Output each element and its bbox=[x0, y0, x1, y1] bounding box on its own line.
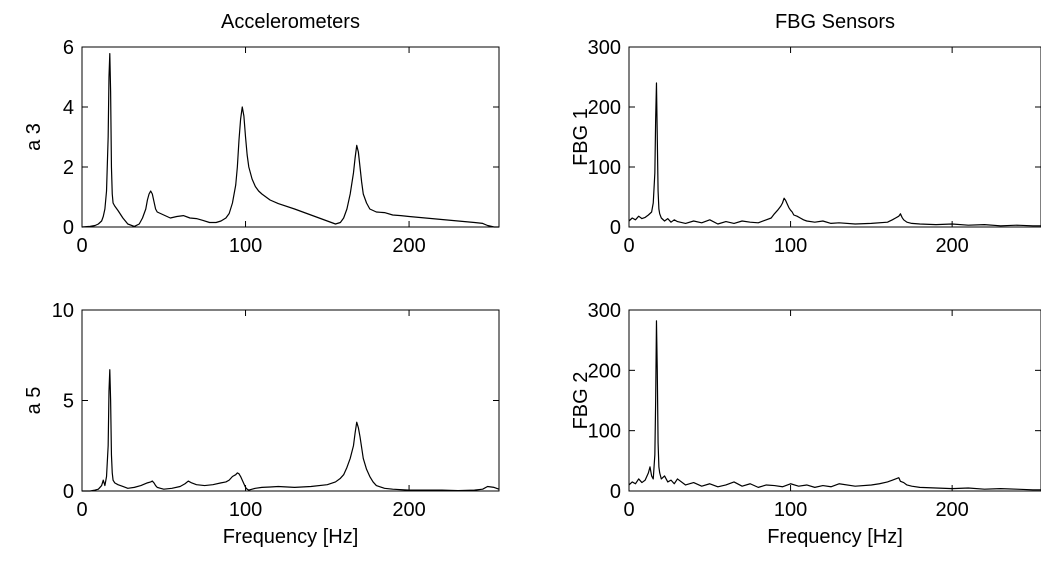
y-tick-label: 0 bbox=[63, 217, 74, 239]
axes-frame-a5 bbox=[81, 309, 500, 492]
y-tick-label: 10 bbox=[52, 300, 74, 322]
y-tick-label: 100 bbox=[588, 157, 621, 179]
y-tick-label: 0 bbox=[63, 481, 74, 503]
x-tick-label: 0 bbox=[623, 499, 634, 521]
x-axis-label: Frequency [Hz] bbox=[223, 526, 359, 548]
y-tick-label: 0 bbox=[610, 217, 621, 239]
y-tick-label: 2 bbox=[63, 157, 74, 179]
x-tick-label: 200 bbox=[935, 235, 968, 257]
series-line-a3 bbox=[81, 52, 499, 228]
x-tick-label: 200 bbox=[392, 499, 425, 521]
chart-title: Accelerometers bbox=[221, 11, 360, 33]
panel-a3: 0 100 200 0 2 4 6 Accelerometers a 3 bbox=[23, 11, 500, 257]
x-tick-label: 200 bbox=[392, 235, 425, 257]
y-axis-label: a 5 bbox=[23, 387, 45, 415]
y-tick-label: 0 bbox=[610, 481, 621, 503]
series-line-fbg2 bbox=[628, 320, 1041, 491]
x-axis-label: Frequency [Hz] bbox=[767, 526, 903, 548]
y-axis-label: a 3 bbox=[23, 123, 45, 151]
y-tick-label: 300 bbox=[588, 37, 621, 59]
x-tick-label: 100 bbox=[229, 235, 262, 257]
y-tick-label: 4 bbox=[63, 97, 74, 119]
series-line-a5 bbox=[82, 369, 500, 492]
x-tick-label: 100 bbox=[229, 499, 262, 521]
chart-title: FBG Sensors bbox=[775, 11, 895, 33]
y-tick-label: 6 bbox=[63, 37, 74, 59]
axes-frame-a3 bbox=[81, 46, 500, 228]
y-tick-label: 200 bbox=[588, 97, 621, 119]
panel-fbg2: 0 100 200 0 100 200 300 FBG 2 Frequency [Hz] bbox=[570, 300, 1041, 548]
x-tick-label: 0 bbox=[623, 235, 634, 257]
x-tick-label: 0 bbox=[76, 499, 87, 521]
panel-a5: 0 100 200 0 5 10 a 5 Frequency [Hz] bbox=[23, 300, 500, 548]
y-tick-label: 200 bbox=[588, 360, 621, 382]
x-tick-label: 100 bbox=[774, 235, 807, 257]
axes-frame-fbg2 bbox=[628, 309, 1041, 492]
x-tick-label: 100 bbox=[774, 499, 807, 521]
series-line-fbg1 bbox=[628, 82, 1041, 227]
y-tick-label: 300 bbox=[588, 300, 621, 322]
x-tick-label: 200 bbox=[935, 499, 968, 521]
panel-fbg1: 0 100 200 0 100 200 300 FBG Sensors FBG 1 bbox=[570, 11, 1041, 257]
axes-frame-fbg1 bbox=[628, 46, 1041, 228]
y-tick-label: 100 bbox=[588, 421, 621, 443]
y-axis-label: FBG 1 bbox=[570, 108, 592, 166]
y-tick-label: 5 bbox=[63, 391, 74, 413]
x-tick-label: 0 bbox=[76, 235, 87, 257]
y-axis-label: FBG 2 bbox=[570, 372, 592, 430]
